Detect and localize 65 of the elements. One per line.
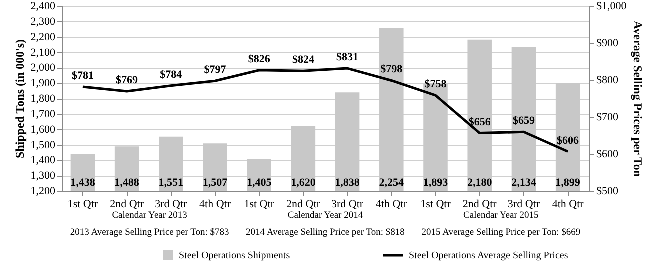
data-label: 1,838 bbox=[335, 177, 360, 189]
y2-tick-label: $1,000 bbox=[596, 0, 628, 12]
data-label: 1,438 bbox=[70, 177, 96, 189]
data-label: 1,620 bbox=[291, 177, 316, 189]
legend-label: Steel Operations Shipments bbox=[179, 250, 290, 262]
x-tick-label: 4th Qtr bbox=[552, 198, 584, 210]
y-tick-label: 1,200 bbox=[30, 186, 56, 198]
x-tick-label: 1st Qtr bbox=[244, 198, 275, 210]
y2-tick-label: $800 bbox=[596, 74, 619, 86]
y-tick-label: 1,500 bbox=[30, 139, 56, 152]
data-label: 1,488 bbox=[114, 177, 140, 189]
y-tick-label: 1,800 bbox=[30, 93, 56, 105]
legend-label: Steel Operations Average Selling Prices bbox=[409, 250, 568, 262]
x-tick-label: 3rd Qtr bbox=[155, 198, 188, 210]
x-tick-label: 1st Qtr bbox=[420, 198, 452, 210]
data-label: 1,405 bbox=[246, 177, 272, 189]
data-label: $606 bbox=[557, 134, 580, 147]
y2-tick-label: $500 bbox=[596, 186, 619, 198]
data-label: 2,254 bbox=[379, 177, 405, 189]
y-tick-label: 1,300 bbox=[30, 170, 56, 182]
y2-tick-label: $600 bbox=[596, 148, 619, 160]
data-label: 1,507 bbox=[202, 177, 228, 189]
text: 2014 Average Selling Price per Ton: $818 bbox=[245, 228, 406, 238]
data-label: 2,134 bbox=[512, 177, 537, 189]
data-label: $824 bbox=[292, 54, 315, 66]
y-tick-label: 1,900 bbox=[30, 78, 56, 90]
y2-axis-title: Average Selling Prices per Ton bbox=[630, 20, 645, 178]
x-tick-label: 2nd Qtr bbox=[286, 198, 321, 210]
y-tick-label: 2,300 bbox=[30, 16, 56, 28]
y-tick-label: 1,600 bbox=[30, 124, 56, 136]
text: Calendar Year 2013 bbox=[111, 211, 188, 221]
y-tick-label: 2,000 bbox=[30, 62, 56, 74]
data-label: $798 bbox=[380, 64, 404, 76]
data-label: $784 bbox=[160, 68, 183, 81]
x-tick-label: 2nd Qtr bbox=[110, 198, 144, 210]
y-tick-label: 2,200 bbox=[30, 31, 56, 44]
x-tick-label: 3rd Qtr bbox=[332, 198, 364, 210]
data-label: 2,180 bbox=[467, 177, 493, 189]
text: Calendar Year 2014 bbox=[286, 211, 364, 221]
data-label: 1,899 bbox=[556, 177, 581, 189]
x-tick-label: 2nd Qtr bbox=[462, 198, 498, 210]
y-tick-label: 1,400 bbox=[30, 154, 56, 167]
data-label: $831 bbox=[336, 52, 359, 64]
data-label: $781 bbox=[72, 70, 94, 82]
y-tick-label: 1,700 bbox=[30, 108, 56, 120]
data-label: 1,551 bbox=[158, 177, 184, 189]
data-label: 1,893 bbox=[423, 177, 449, 189]
data-label: $659 bbox=[512, 115, 536, 128]
x-tick-label: 4th Qtr bbox=[376, 198, 408, 210]
y2-tick-label: $900 bbox=[596, 38, 619, 50]
y-tick-label: 2,100 bbox=[30, 46, 56, 59]
data-label: $758 bbox=[424, 78, 448, 91]
x-tick-label: 3rd Qtr bbox=[508, 198, 540, 210]
y2-tick-label: $700 bbox=[596, 112, 619, 124]
data-label: $769 bbox=[116, 74, 139, 86]
text: 2015 Average Selling Price per Ton: $669 bbox=[420, 228, 582, 238]
x-tick-label: 1st Qtr bbox=[68, 198, 98, 210]
text: 2013 Average Selling Price per Ton: $783 bbox=[69, 228, 230, 238]
data-label: $797 bbox=[204, 64, 227, 76]
data-label: $826 bbox=[248, 53, 271, 66]
y-axis-title: Shipped Tons (in 000's) bbox=[12, 39, 27, 159]
text: Calendar Year 2015 bbox=[462, 211, 540, 221]
data-label: $656 bbox=[468, 116, 492, 128]
x-tick-label: 4th Qtr bbox=[200, 198, 232, 210]
y-tick-label: 2,400 bbox=[30, 0, 56, 12]
